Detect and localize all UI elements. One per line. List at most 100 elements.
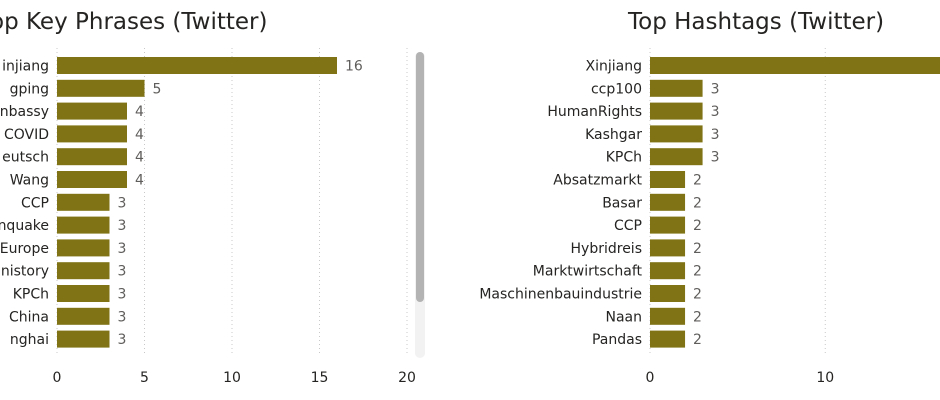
data-label: 2 (693, 218, 702, 234)
category-label: Marktwirtschaft (533, 264, 643, 280)
data-label: 4 (135, 127, 144, 143)
category-label: Kashgar (585, 127, 642, 143)
scrollbar-thumb[interactable] (416, 52, 424, 302)
x-tick-label: 10 (223, 370, 241, 386)
category-label: nbassy (0, 104, 49, 120)
bar[interactable] (57, 262, 110, 280)
category-label: CCP (21, 195, 49, 211)
bar[interactable] (650, 125, 703, 143)
category-label: China (9, 309, 49, 325)
hashtags-x-axis: 0 10 (646, 370, 835, 386)
bar[interactable] (650, 285, 686, 302)
bar[interactable] (650, 193, 686, 211)
bar[interactable] (650, 148, 703, 166)
category-label: Maschinenbauindustrie (479, 287, 642, 303)
category-label: nistory (1, 264, 49, 280)
bar[interactable] (57, 330, 110, 348)
bar[interactable] (57, 125, 127, 143)
x-tick-label: 0 (53, 370, 62, 386)
data-label: 4 (135, 173, 144, 189)
data-label: 2 (693, 195, 702, 211)
bar[interactable] (650, 171, 686, 188)
bar[interactable] (650, 57, 940, 74)
key-phrases-bars (57, 57, 337, 348)
category-label: injiang (2, 59, 49, 75)
category-label: Pandas (592, 332, 642, 348)
data-label: 4 (135, 150, 144, 166)
category-label: Xinjiang (586, 59, 642, 75)
category-label: CCP (614, 218, 642, 234)
category-label: KPCh (606, 150, 642, 166)
category-label: ccp100 (591, 81, 642, 97)
key-phrases-chart: op Key Phrases (Twitter) injiang gping nba… (0, 9, 416, 386)
category-label: HumanRights (547, 104, 642, 120)
bar[interactable] (57, 57, 337, 74)
category-label: eutsch (2, 150, 49, 166)
data-label: 3 (118, 218, 127, 234)
data-label: 4 (135, 104, 144, 120)
data-label: 5 (153, 81, 162, 97)
bar[interactable] (57, 307, 110, 325)
bar[interactable] (57, 102, 127, 120)
category-label: Absatzmarkt (553, 173, 642, 189)
bar[interactable] (57, 148, 127, 166)
category-label: Hybridreis (571, 241, 642, 257)
bar[interactable] (57, 285, 110, 302)
bar[interactable] (650, 216, 686, 234)
bar[interactable] (650, 239, 686, 257)
bar[interactable] (57, 171, 127, 188)
data-label: 2 (693, 173, 702, 189)
hashtags-bars (650, 57, 940, 348)
category-label: gping (10, 81, 49, 97)
hashtags-title: Top Hashtags (Twitter) (627, 9, 884, 35)
bar[interactable] (650, 79, 703, 97)
category-label: nghai (10, 332, 49, 348)
bar[interactable] (650, 262, 686, 280)
data-label: 3 (118, 309, 127, 325)
bar[interactable] (650, 330, 686, 348)
data-label: 3 (118, 287, 127, 303)
data-label: 3 (711, 104, 720, 120)
key-phrases-scrollbar[interactable] (415, 52, 425, 358)
x-tick-label: 15 (311, 370, 329, 386)
category-label: Naan (605, 309, 642, 325)
category-label: Basar (602, 195, 642, 211)
bar[interactable] (57, 193, 110, 211)
data-label: 3 (118, 332, 127, 348)
data-label: 3 (711, 150, 720, 166)
x-tick-label: 5 (140, 370, 149, 386)
bar[interactable] (57, 239, 110, 257)
data-label: 3 (118, 195, 127, 211)
data-label: 2 (693, 309, 702, 325)
category-label: KPCh (13, 287, 49, 303)
category-label: nquake (0, 218, 49, 234)
data-label: 3 (118, 241, 127, 257)
bar[interactable] (57, 79, 145, 97)
data-label: 2 (693, 241, 702, 257)
bar[interactable] (650, 102, 703, 120)
x-tick-label: 20 (398, 370, 416, 386)
data-label: 2 (693, 332, 702, 348)
data-label: 2 (693, 287, 702, 303)
hashtags-chart: Top Hashtags (Twitter) Xinjiang ccp100 Hum… (479, 9, 940, 386)
bar[interactable] (650, 307, 686, 325)
x-tick-label: 10 (816, 370, 834, 386)
bar[interactable] (57, 216, 110, 234)
data-label: 3 (118, 264, 127, 280)
data-label: 2 (693, 264, 702, 280)
hashtags-gridlines (649, 48, 826, 356)
data-label: 16 (345, 59, 363, 75)
key-phrases-category-labels: injiang gping nbassy COVID eutsch Wang CCP nqua… (0, 59, 49, 349)
hashtags-category-labels: Xinjiang ccp100 HumanRights Kashgar KPCh Absa… (479, 59, 642, 349)
key-phrases-title: op Key Phrases (Twitter) (0, 9, 267, 35)
category-label: COVID (4, 127, 49, 143)
key-phrases-gridlines (56, 48, 408, 356)
category-label: Europe (0, 241, 49, 257)
data-label: 3 (711, 81, 720, 97)
data-label: 3 (711, 127, 720, 143)
category-label: Wang (10, 173, 49, 189)
x-tick-label: 0 (646, 370, 655, 386)
